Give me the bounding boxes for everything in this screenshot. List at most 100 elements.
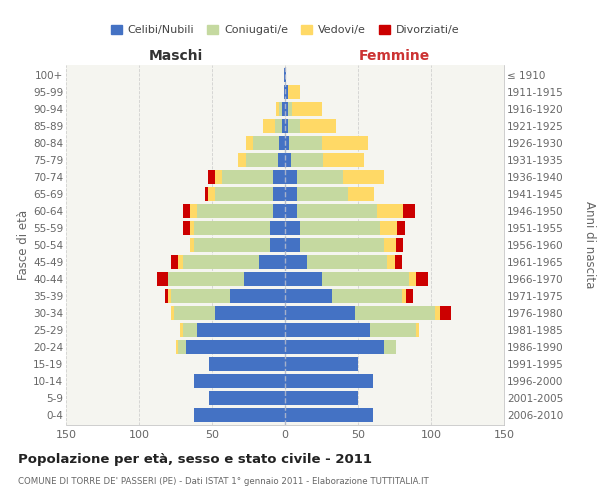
Bar [245,136,253,150]
Bar [285,374,373,388]
Bar [274,187,285,202]
Bar [285,272,322,286]
Bar [285,68,286,82]
Bar [271,221,285,235]
Bar [284,68,285,82]
Bar [291,153,323,168]
Bar [168,288,171,303]
Bar [370,322,416,337]
Text: Popolazione per età, sesso e stato civile - 2011: Popolazione per età, sesso e stato civil… [18,452,372,466]
Bar [215,170,222,184]
Bar [406,288,413,303]
Bar [285,85,288,100]
Bar [384,340,396,354]
Bar [263,119,275,134]
Bar [230,288,285,303]
Bar [296,170,343,184]
Bar [387,255,395,269]
Bar [178,340,186,354]
Bar [402,288,406,303]
Bar [274,170,285,184]
Text: COMUNE DI TORRE DE' PASSERI (PE) - Dati ISTAT 1° gennaio 2011 - Elaborazione TUT: COMUNE DI TORRE DE' PASSERI (PE) - Dati … [18,478,429,486]
Bar [171,288,230,303]
Bar [285,102,288,117]
Bar [279,136,285,150]
Bar [416,322,419,337]
Bar [278,153,285,168]
Bar [194,374,285,388]
Bar [285,153,291,168]
Bar [205,187,208,202]
Bar [436,306,440,320]
Bar [285,340,384,354]
Bar [194,238,271,252]
Bar [197,204,274,218]
Bar [292,102,322,117]
Y-axis label: Fasce di età: Fasce di età [17,210,30,280]
Bar [285,204,296,218]
Bar [299,119,336,134]
Bar [285,187,296,202]
Text: Maschi: Maschi [148,50,203,64]
Bar [194,221,271,235]
Bar [174,306,215,320]
Bar [276,102,279,117]
Bar [208,187,215,202]
Bar [285,288,332,303]
Bar [285,238,299,252]
Bar [282,119,285,134]
Bar [183,221,190,235]
Bar [403,204,415,218]
Bar [178,255,183,269]
Text: Femmine: Femmine [359,50,430,64]
Legend: Celibi/Nubili, Coniugati/e, Vedovi/e, Divorziati/e: Celibi/Nubili, Coniugati/e, Vedovi/e, Di… [106,20,464,40]
Bar [348,187,374,202]
Bar [190,204,197,218]
Bar [285,356,358,371]
Bar [284,85,285,100]
Bar [285,322,370,337]
Bar [285,136,289,150]
Bar [288,102,292,117]
Bar [186,340,285,354]
Bar [384,238,396,252]
Bar [190,238,194,252]
Bar [165,288,168,303]
Bar [209,390,285,405]
Bar [332,288,402,303]
Bar [288,119,299,134]
Bar [343,170,384,184]
Bar [395,255,402,269]
Bar [299,221,380,235]
Bar [183,322,197,337]
Bar [279,102,282,117]
Bar [183,204,190,218]
Bar [208,170,215,184]
Bar [244,272,285,286]
Bar [307,255,387,269]
Bar [176,340,178,354]
Bar [215,187,274,202]
Bar [271,238,285,252]
Bar [285,170,296,184]
Bar [285,390,358,405]
Bar [296,187,348,202]
Bar [322,272,409,286]
Bar [396,238,403,252]
Bar [380,221,397,235]
Bar [253,136,279,150]
Bar [285,255,307,269]
Bar [171,306,174,320]
Bar [296,204,377,218]
Bar [285,221,299,235]
Bar [285,408,373,422]
Bar [209,356,285,371]
Bar [323,153,364,168]
Bar [194,408,285,422]
Bar [416,272,428,286]
Bar [440,306,451,320]
Bar [183,255,259,269]
Bar [285,119,288,134]
Bar [274,204,285,218]
Bar [190,221,194,235]
